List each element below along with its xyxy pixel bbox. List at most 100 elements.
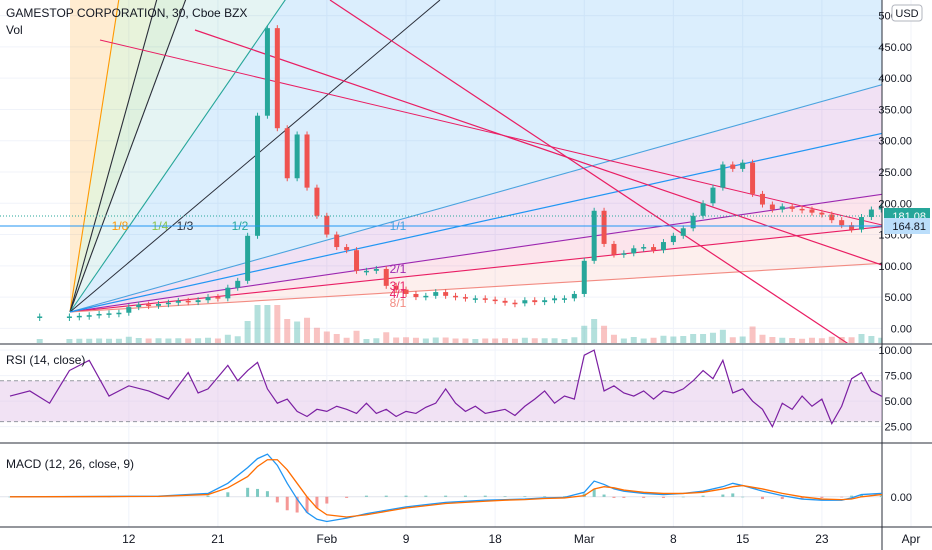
currency-badge[interactable] bbox=[891, 4, 923, 22]
macd-histogram-bar bbox=[246, 487, 250, 497]
macd-histogram-bar bbox=[345, 496, 349, 498]
candle-body bbox=[552, 298, 558, 301]
time-axis-label: 18 bbox=[488, 532, 502, 546]
gann-fan bbox=[69, 0, 882, 313]
volume-bar bbox=[313, 327, 320, 343]
symbol-title[interactable]: GAMESTOP CORPORATION, 30, Cboe BZX bbox=[6, 6, 247, 20]
time-axis-label: 8 bbox=[670, 532, 677, 546]
macd-histogram-bar bbox=[364, 495, 368, 497]
volume-bar bbox=[700, 334, 707, 343]
price-level-lines bbox=[0, 215, 882, 227]
volume-bar bbox=[106, 338, 113, 343]
volume-bar bbox=[294, 321, 301, 343]
price-axis-label: 450.00 bbox=[878, 42, 912, 54]
gann-fan-ray bbox=[69, 0, 441, 313]
descending-trendline bbox=[329, 0, 849, 343]
currency-badge-label: USD bbox=[895, 8, 918, 20]
volume-bar bbox=[709, 332, 716, 343]
price-tag[interactable] bbox=[884, 218, 930, 234]
candle-body bbox=[621, 253, 627, 255]
volume-bar bbox=[165, 338, 172, 343]
candle-body bbox=[274, 28, 280, 129]
volume-bar bbox=[472, 339, 479, 343]
volume-bar bbox=[620, 338, 627, 343]
volume-bar bbox=[373, 338, 380, 343]
candle-body bbox=[710, 187, 716, 204]
macd-histogram-bar bbox=[503, 496, 507, 497]
macd-histogram-bar bbox=[681, 496, 685, 498]
candle-body bbox=[195, 300, 201, 303]
candle-body bbox=[383, 268, 389, 286]
candle-body bbox=[215, 297, 221, 299]
volume-bar bbox=[739, 336, 746, 343]
candle-body bbox=[641, 247, 647, 249]
candle-body bbox=[700, 203, 706, 216]
candle-body bbox=[443, 292, 449, 296]
volume-bar bbox=[264, 305, 271, 343]
volume-bar bbox=[502, 338, 509, 343]
volume-bar bbox=[254, 305, 261, 343]
macd-histogram-bar bbox=[384, 495, 388, 497]
candle-body bbox=[225, 287, 231, 299]
volume-bar bbox=[521, 337, 528, 343]
candle-body bbox=[165, 302, 171, 305]
candle-body bbox=[96, 313, 102, 316]
volume-bar bbox=[234, 336, 241, 343]
macd-histogram-bar bbox=[602, 494, 606, 497]
candle-body bbox=[829, 214, 835, 221]
macd-histogram-bar bbox=[463, 495, 467, 497]
candle-body bbox=[472, 298, 478, 300]
rsi-title[interactable]: RSI (14, close) bbox=[6, 353, 85, 367]
macd-histogram-bar bbox=[800, 496, 804, 500]
candle-body bbox=[314, 187, 320, 216]
volume-bar bbox=[799, 338, 806, 343]
volume-bar bbox=[432, 337, 439, 343]
candle-body bbox=[116, 312, 122, 315]
volume-bar bbox=[304, 317, 311, 343]
candle-body bbox=[66, 316, 72, 318]
volume-bar bbox=[323, 331, 330, 343]
macd-histogram-bar bbox=[325, 496, 329, 504]
volume-bar bbox=[828, 336, 835, 343]
volume-bar bbox=[868, 336, 875, 343]
price-axis-label: 0.00 bbox=[891, 323, 912, 335]
candle-body bbox=[750, 162, 756, 194]
candle-body bbox=[453, 295, 459, 298]
macd-histogram-bar bbox=[315, 496, 319, 509]
volume-bar bbox=[86, 338, 93, 343]
candle-body bbox=[482, 298, 488, 300]
candle-body bbox=[324, 215, 330, 235]
volume-bar bbox=[858, 334, 865, 343]
price-axis-label: 200.00 bbox=[878, 198, 912, 210]
volume-bar bbox=[353, 330, 360, 343]
macd-histogram-bar bbox=[879, 495, 882, 497]
macd-histogram-bar bbox=[701, 495, 705, 497]
candle-body bbox=[631, 248, 637, 254]
volume-bar bbox=[145, 338, 152, 343]
candle-body bbox=[581, 260, 587, 294]
gann-fan-label: 3/1 bbox=[390, 279, 407, 293]
macd-histogram-bar bbox=[305, 496, 309, 513]
time-axis-label: 12 bbox=[122, 532, 136, 546]
candle-body bbox=[868, 209, 874, 218]
volume-bar bbox=[878, 337, 882, 343]
candle-body bbox=[264, 28, 270, 116]
candle-body bbox=[284, 128, 290, 179]
price-axis-label: 50.00 bbox=[884, 292, 912, 304]
candle-body bbox=[76, 315, 82, 318]
volume-bar bbox=[571, 337, 578, 343]
macd-histogram-bar bbox=[285, 496, 289, 511]
volume-bar bbox=[759, 334, 766, 343]
volume-bar bbox=[719, 329, 726, 343]
volume-bar bbox=[383, 332, 390, 343]
volume-bar bbox=[601, 325, 608, 343]
candle-body bbox=[136, 304, 142, 308]
candle-body bbox=[304, 134, 310, 188]
candle-body bbox=[878, 206, 882, 210]
volume-bar bbox=[274, 305, 281, 343]
volume-label[interactable]: Vol bbox=[6, 23, 23, 37]
volume-bar bbox=[729, 337, 736, 343]
macd-title[interactable]: MACD (12, 26, close, 9) bbox=[6, 457, 134, 471]
candle-body bbox=[37, 316, 43, 318]
